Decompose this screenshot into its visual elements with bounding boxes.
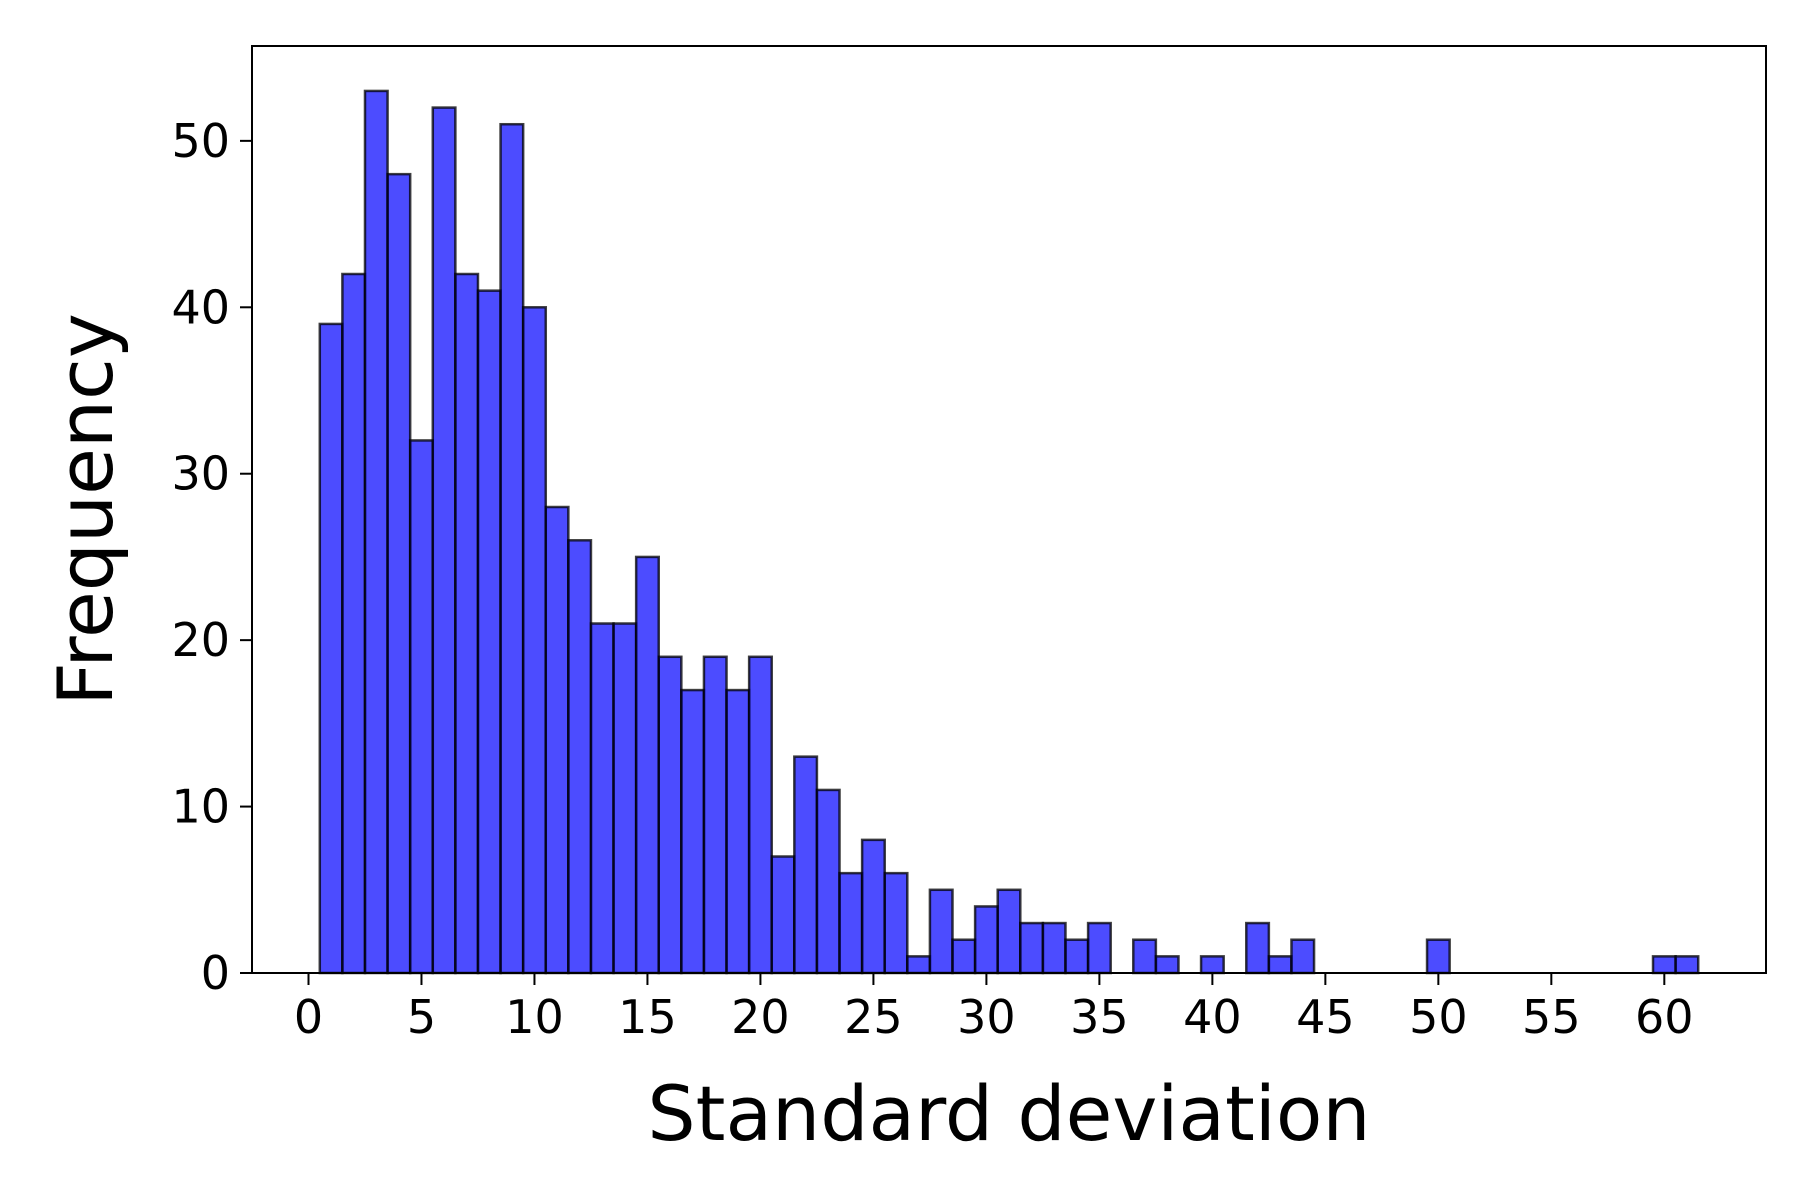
x-tick-label: 20 <box>731 990 790 1044</box>
x-tick-label: 60 <box>1635 990 1694 1044</box>
histogram-bar <box>860 838 886 975</box>
histogram-bar <box>567 539 593 975</box>
histogram-bar <box>408 439 435 975</box>
histogram-bar <box>928 888 954 975</box>
histogram-bar <box>883 871 909 975</box>
histogram-bar <box>318 322 344 975</box>
histogram-bar <box>747 655 773 975</box>
histogram-bar <box>702 655 728 975</box>
histogram-bar <box>815 788 841 975</box>
histogram-bar <box>476 289 502 975</box>
histogram-bar <box>1132 938 1158 975</box>
x-tick-label: 0 <box>294 990 323 1044</box>
histogram-bar <box>363 89 389 975</box>
histogram-bar <box>793 755 819 975</box>
histogram-bar <box>612 622 638 975</box>
histogram-bar <box>386 172 412 975</box>
x-tick-label: 5 <box>407 990 436 1044</box>
y-tick-label: 30 <box>171 447 230 501</box>
y-tick-label: 40 <box>171 280 230 334</box>
histogram-bar <box>499 122 525 975</box>
y-tick-label: 50 <box>171 114 230 168</box>
y-tick-label: 0 <box>201 946 230 1000</box>
histogram-bar <box>973 905 999 975</box>
histogram-bar <box>1041 921 1067 975</box>
x-tick-label: 30 <box>957 990 1016 1044</box>
histogram-bar <box>657 655 683 975</box>
histogram-bar <box>770 855 796 975</box>
x-tick-label: 35 <box>1070 990 1129 1044</box>
histogram-bar <box>1290 938 1316 975</box>
histogram-bar <box>1154 955 1180 975</box>
histogram-bar <box>521 306 548 975</box>
histogram-bar <box>634 555 660 975</box>
plot-frame <box>251 45 1767 974</box>
histogram-bar <box>951 938 977 975</box>
histogram-bar <box>996 888 1022 975</box>
y-axis-ticks: 0 10 20 30 40 50 <box>171 114 252 1000</box>
x-axis-title: Standard deviation <box>647 1069 1370 1158</box>
histogram-bar <box>454 272 480 975</box>
x-tick-label: 15 <box>618 990 677 1044</box>
histogram-bar <box>341 272 367 975</box>
bars-group <box>318 89 1700 975</box>
y-axis-title: Frequency <box>41 313 130 706</box>
x-axis-ticks: 0 5 10 15 20 25 30 35 40 45 50 55 60 <box>294 973 1694 1044</box>
histogram-bar <box>431 106 457 975</box>
histogram-bar <box>1086 921 1112 975</box>
histogram-bar <box>725 688 751 975</box>
y-tick-label: 10 <box>171 780 230 834</box>
x-tick-label: 25 <box>844 990 903 1044</box>
x-tick-label: 45 <box>1296 990 1355 1044</box>
histogram-bar <box>1267 955 1293 975</box>
x-tick-label: 55 <box>1522 990 1581 1044</box>
histogram-bar <box>1245 921 1271 975</box>
x-tick-label: 50 <box>1409 990 1468 1044</box>
histogram-bar <box>1064 938 1090 975</box>
histogram-bar <box>589 622 615 975</box>
histogram-bar <box>1425 938 1451 975</box>
histogram-bar <box>1199 955 1225 975</box>
y-tick-label: 20 <box>171 613 230 667</box>
x-tick-label: 10 <box>505 990 564 1044</box>
x-tick-label: 40 <box>1183 990 1242 1044</box>
histogram-bar <box>838 871 864 975</box>
histogram-bar <box>1674 955 1700 975</box>
histogram-bar <box>906 955 932 975</box>
histogram-bar <box>544 505 570 975</box>
histogram-bar <box>680 688 706 975</box>
histogram-bar <box>1019 921 1045 975</box>
histogram-bar <box>1651 955 1677 975</box>
